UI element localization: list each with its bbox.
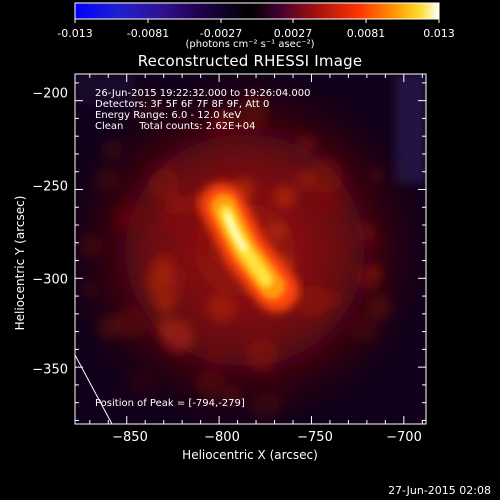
footer-timestamp: 27-Jun-2015 02:08 <box>388 484 491 497</box>
emission-blob <box>126 370 156 399</box>
emission-blob <box>242 89 267 114</box>
image-area <box>75 74 426 424</box>
colorbar-tick-label: -0.0081 <box>126 27 170 40</box>
colorbar-tick-label: 0.013 <box>423 27 455 40</box>
emission-blob <box>153 315 176 338</box>
emission-blob <box>222 385 243 406</box>
emission-blob <box>100 138 123 161</box>
bright-source <box>200 183 299 312</box>
emission-blob <box>207 293 237 323</box>
y-tick-label: −250 <box>32 179 68 195</box>
emission-blob <box>220 164 241 185</box>
time-range-text: 26-Jun-2015 19:22:32.000 to 19:26:04.000 <box>95 88 311 99</box>
emission-blob <box>169 268 188 287</box>
y-tick-label: −350 <box>32 362 68 378</box>
emission-blob <box>114 306 148 340</box>
emission-blob <box>128 88 164 124</box>
emission-blob <box>160 159 178 177</box>
emission-blob <box>168 190 190 211</box>
energy-range-text: Energy Range: 6.0 - 12.0 keV <box>95 110 242 121</box>
emission-blob <box>367 294 393 320</box>
solar-limb-line <box>75 354 113 424</box>
colorbar <box>74 2 440 23</box>
peak-position-text: Position of Peak = [-794,-279] <box>95 398 245 409</box>
emission-blob <box>77 233 103 259</box>
emission-blob <box>309 180 344 216</box>
y-axis-label: Heliocentric Y (arcsec) <box>13 195 27 331</box>
y-tick-label: −200 <box>32 86 68 102</box>
colorbar-tick-label: -0.013 <box>57 27 93 40</box>
emission-blob <box>157 205 184 232</box>
x-tick-label: −800 <box>204 430 240 445</box>
emission-blob <box>113 198 146 232</box>
emission-blob <box>245 339 279 373</box>
plot-frame <box>74 73 427 425</box>
colorbar-tick-label: 0.0027 <box>273 27 313 40</box>
clean-counts-text: Clean Total counts: 2.62E+04 <box>95 121 256 132</box>
y-tick-label: −300 <box>32 272 68 288</box>
colorbar-tick-label: 0.0081 <box>346 27 386 40</box>
x-axis-label: Heliocentric X (arcsec) <box>182 448 318 462</box>
emission-blob <box>211 107 232 128</box>
emission-blob <box>144 263 174 293</box>
emission-blob <box>296 133 317 154</box>
emission-blob <box>81 280 100 299</box>
colorbar-tick-label: -0.0027 <box>199 27 243 40</box>
emission-blob <box>93 166 120 193</box>
emission-blob <box>268 222 287 241</box>
emission-blob <box>195 369 227 401</box>
x-tick-label: −750 <box>297 430 333 445</box>
plot-title: Reconstructed RHESSI Image <box>137 52 363 70</box>
emission-blob <box>350 314 380 344</box>
emission-blob <box>273 185 297 209</box>
colorbar-tick-marks <box>74 19 440 23</box>
x-tick-label: −700 <box>386 430 422 445</box>
axis-ticks <box>75 74 426 424</box>
emission-blob <box>367 263 385 281</box>
colorbar-unit-label: (photons cm⁻² s⁻¹ asec⁻²) <box>185 39 315 50</box>
x-tick-label: −850 <box>112 430 148 445</box>
emission-blob <box>357 222 376 241</box>
emission-blob <box>368 166 386 183</box>
emission-blob <box>206 345 227 366</box>
detectors-text: Detectors: 3F 5F 6F 7F 8F 9F, Att 0 <box>95 99 270 110</box>
emission-blob <box>296 284 330 318</box>
emission-blob <box>147 168 180 201</box>
colorbar-gradient <box>74 2 440 20</box>
emission-blob <box>267 387 290 410</box>
